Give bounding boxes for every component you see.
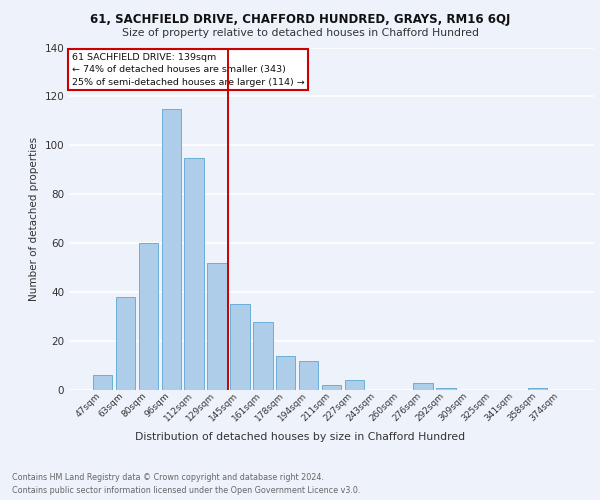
Y-axis label: Number of detached properties: Number of detached properties — [29, 136, 39, 301]
Bar — [116, 297, 135, 390]
Bar — [322, 385, 341, 390]
Text: Distribution of detached houses by size in Chafford Hundred: Distribution of detached houses by size … — [135, 432, 465, 442]
Text: Size of property relative to detached houses in Chafford Hundred: Size of property relative to detached ho… — [121, 28, 479, 38]
Text: 61, SACHFIELD DRIVE, CHAFFORD HUNDRED, GRAYS, RM16 6QJ: 61, SACHFIELD DRIVE, CHAFFORD HUNDRED, G… — [90, 12, 510, 26]
Bar — [230, 304, 250, 390]
Bar — [276, 356, 295, 390]
Bar — [161, 108, 181, 390]
Text: Contains HM Land Registry data © Crown copyright and database right 2024.: Contains HM Land Registry data © Crown c… — [12, 472, 324, 482]
Bar — [413, 382, 433, 390]
Bar — [139, 243, 158, 390]
Bar — [436, 388, 455, 390]
Bar — [93, 376, 112, 390]
Text: Contains public sector information licensed under the Open Government Licence v3: Contains public sector information licen… — [12, 486, 361, 495]
Bar — [184, 158, 204, 390]
Text: 61 SACHFIELD DRIVE: 139sqm
← 74% of detached houses are smaller (343)
25% of sem: 61 SACHFIELD DRIVE: 139sqm ← 74% of deta… — [71, 52, 304, 86]
Bar — [528, 388, 547, 390]
Bar — [344, 380, 364, 390]
Bar — [253, 322, 272, 390]
Bar — [208, 263, 227, 390]
Bar — [299, 360, 319, 390]
